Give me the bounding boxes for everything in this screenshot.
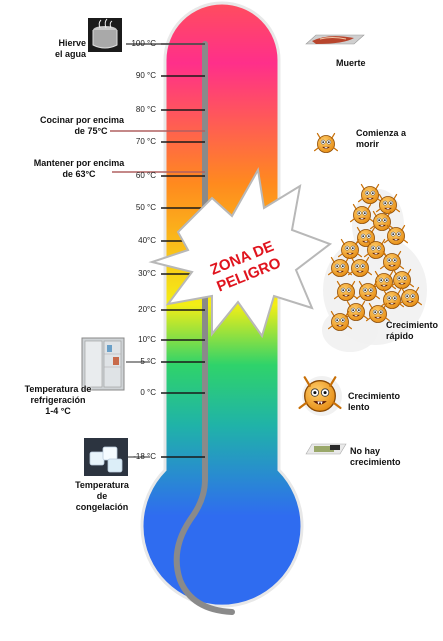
germ-icon (298, 376, 342, 416)
hold-label: Mantener por encima de 63°C (24, 158, 134, 180)
boil-label: Hierve el agua (30, 38, 86, 60)
frozen-package-icon (305, 443, 347, 455)
thermometer-tube (173, 41, 235, 615)
boiling-pot-icon (88, 18, 122, 52)
scale-tick-label: 100 °C (131, 39, 156, 48)
hold-label-line: de 63°C (62, 169, 96, 179)
germ-icon (313, 132, 339, 154)
boil-label-line: Hierve (58, 38, 86, 48)
ice-cubes-icon (84, 438, 128, 476)
rapid-label-line: Crecimiento (386, 320, 439, 330)
cook-label: Cocinar por encima de 75°C (30, 115, 134, 137)
fridge-label: Temperatura de refrigeración 1-4 °C (10, 384, 106, 417)
dying-label-line: Comienza a (356, 128, 407, 138)
dying-label-line: morir (356, 139, 380, 149)
refrigerator-icon (81, 337, 125, 391)
dying-label: Comienza a morir (356, 128, 406, 150)
freeze-label-line: de (96, 491, 108, 501)
scale-tick-label: 60 °C (135, 171, 156, 180)
scale-tick-label: 30°C (138, 269, 156, 278)
freeze-label-line: Temperatura (75, 480, 129, 490)
scale-tick-label: 50 °C (135, 203, 156, 212)
scale-tick-label: 90 °C (135, 71, 156, 80)
none-label-line: crecimiento (350, 457, 401, 467)
rapid-label: Crecimiento rápido (386, 320, 442, 342)
boil-label-line: el agua (54, 49, 86, 59)
scale-tick-label: 5 °C (140, 357, 156, 366)
death-label: Muerte (336, 58, 366, 69)
cook-label-line: de 75°C (74, 126, 108, 136)
slow-label: Crecimiento lento (348, 391, 400, 413)
scale-tick-label: 70 °C (135, 137, 156, 146)
scale-tick-label: 10°C (138, 335, 156, 344)
death-label-line: Muerte (336, 58, 366, 68)
none-label-line: No hay (350, 446, 381, 456)
scale-tick-label: 20°C (138, 305, 156, 314)
danger-zone-starburst: ZONA DE PELIGRO (148, 167, 333, 339)
freeze-label: Temperatura de congelación (62, 480, 142, 513)
scale-tick-label: 40°C (138, 236, 156, 245)
scale-tick-label: -18 °C (133, 452, 156, 461)
fridge-label-line: refrigeración (30, 395, 86, 405)
meat-tray-icon (305, 34, 365, 45)
rapid-label-line: rápido (386, 331, 414, 341)
scale-tick-label: 80 °C (135, 105, 156, 114)
hold-label-line: Mantener por encima (33, 158, 125, 168)
none-label: No hay crecimiento (350, 446, 401, 468)
germ-cluster-icon (322, 183, 427, 352)
slow-label-line: lento (348, 402, 370, 412)
freeze-label-line: congelación (75, 502, 129, 512)
scale-tick-label: 0 °C (140, 388, 156, 397)
cook-label-line: Cocinar por encima (39, 115, 125, 125)
fridge-label-line: Temperatura de (24, 384, 92, 394)
slow-label-line: Crecimiento (348, 391, 401, 401)
fridge-label-line: 1-4 °C (45, 406, 71, 416)
